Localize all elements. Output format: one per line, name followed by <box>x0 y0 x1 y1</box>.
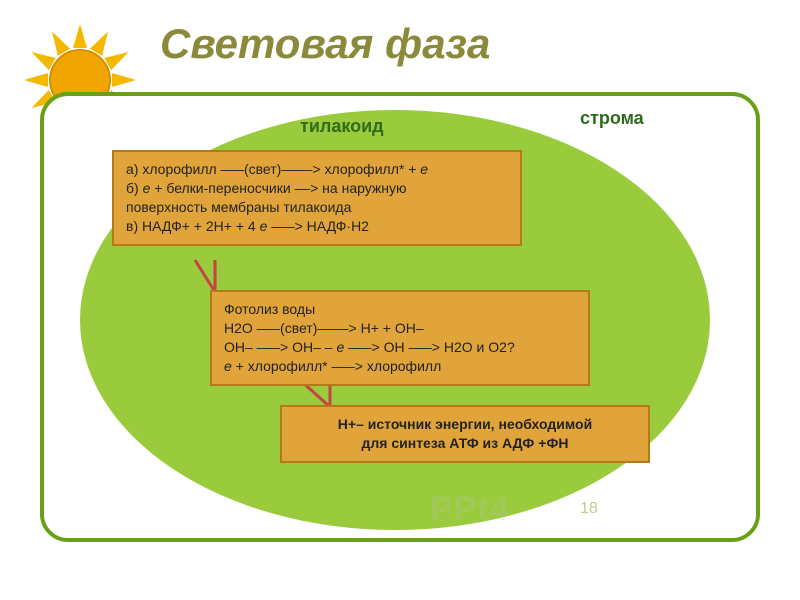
atp-box: H+– источник энергии, необходимойдля син… <box>280 405 650 463</box>
label-thylakoid: тилакоид <box>300 116 384 137</box>
reactions-box-a: а) хлорофилл –––(свет)––––> хлорофилл* +… <box>112 150 522 246</box>
photolysis-box: Фотолиз водыH2O –––(свет)––––> H+ + OH–O… <box>210 290 590 386</box>
watermark: PPt4 <box>430 490 510 529</box>
slide-title: Световая фаза <box>160 20 490 68</box>
label-stroma: строма <box>580 108 644 129</box>
page-number: 18 <box>580 500 598 518</box>
